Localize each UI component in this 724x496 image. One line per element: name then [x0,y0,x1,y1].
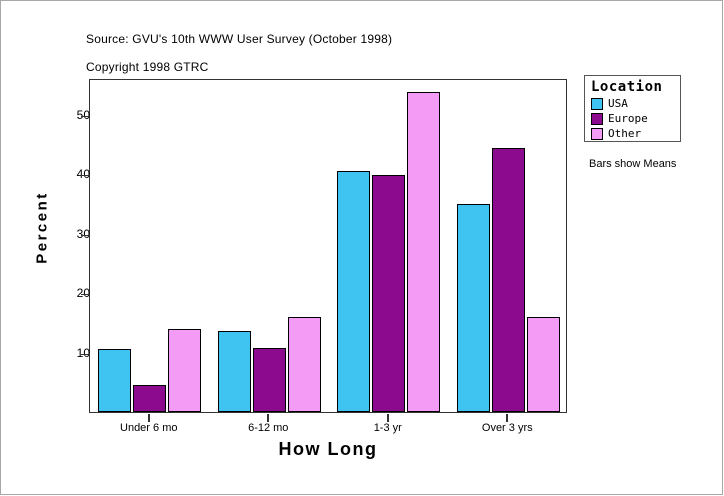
bar [337,170,371,412]
legend-swatch-icon [591,97,603,110]
y-tick-mark [81,115,90,117]
y-tick-label: 30 [76,226,90,241]
copyright-annotation: Copyright 1998 GTRC [86,60,209,74]
y-tick: 20 [1,286,90,300]
x-tick-mark [386,414,389,422]
bar [252,347,286,412]
bar [372,174,406,412]
x-tick-label: Under 6 mo [120,422,178,434]
legend-note: Bars show Means [589,158,677,170]
bar [456,204,490,412]
x-axis-title: How Long [278,439,378,459]
legend: Location USA Europe Other [584,75,681,142]
x-tick-label: 1-3 yr [373,422,402,434]
x-tick-mark [267,414,270,422]
bar [133,384,167,412]
x-tick-mark [506,414,509,422]
bar [217,331,251,412]
y-tick: 10 [1,346,90,360]
legend-item[interactable]: USA [591,96,675,111]
y-tick-label: 50 [76,107,90,122]
y-tick-mark [81,294,90,296]
x-tick-label: 6-12 mo [248,422,289,434]
y-tick-label: 10 [76,345,90,360]
y-tick: 50 [1,108,90,122]
plot-area [89,79,567,413]
y-tick-mark [81,175,90,177]
legend-title: Location [591,79,663,95]
bar [491,147,525,412]
y-tick-label: 20 [76,286,90,301]
y-axis-title: Percent [33,191,51,264]
y-tick-label: 40 [76,167,90,182]
legend-entries: USA Europe Other [591,96,675,141]
legend-item-label: USA [608,96,628,110]
bar [407,91,441,412]
bar [98,349,132,412]
source-annotation: Source: GVU's 10th WWW User Survey (Octo… [86,32,393,46]
bar [168,328,202,412]
legend-item[interactable]: Other [591,126,675,141]
x-tick-mark [147,414,150,422]
y-tick-mark [81,234,90,236]
legend-swatch-icon [591,112,603,125]
legend-item-label: Other [608,126,642,140]
x-tick-label: Over 3 yrs [481,422,533,434]
legend-item[interactable]: Europe [591,111,675,126]
y-tick: 30 [1,227,90,241]
legend-swatch-icon [591,127,603,140]
bar [287,316,321,412]
y-tick: 40 [1,167,90,181]
bar-series-layer [90,80,566,412]
legend-item-label: Europe [608,111,648,125]
bar [526,316,560,412]
y-tick-mark [81,353,90,355]
